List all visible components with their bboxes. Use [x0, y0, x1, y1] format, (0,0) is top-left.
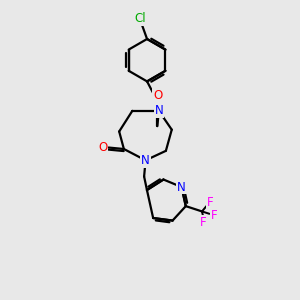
Text: O: O	[153, 89, 163, 102]
Text: F: F	[200, 216, 207, 229]
Text: F: F	[207, 196, 214, 208]
Text: F: F	[211, 209, 218, 222]
Text: N: N	[177, 181, 186, 194]
Text: O: O	[98, 141, 107, 154]
Text: N: N	[154, 104, 163, 117]
Text: Cl: Cl	[134, 13, 146, 26]
Text: N: N	[141, 154, 150, 167]
